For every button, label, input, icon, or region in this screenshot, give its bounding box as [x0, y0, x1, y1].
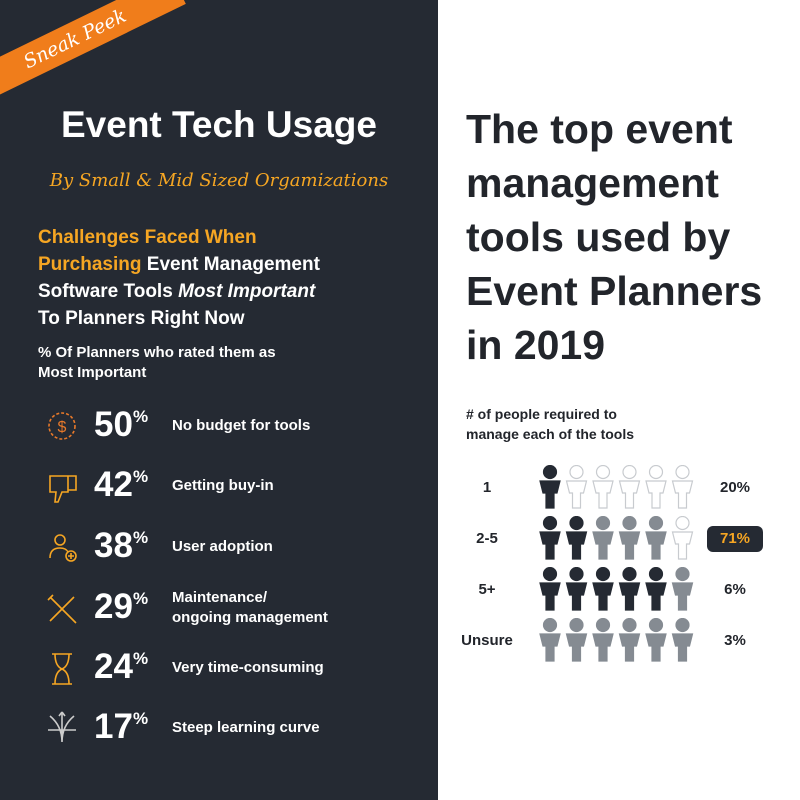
- person-icon: [592, 567, 614, 611]
- icon-hourglass: [52, 653, 72, 685]
- person-icon: [671, 465, 694, 509]
- icon-thumb-down: [49, 475, 77, 503]
- person-icon: [645, 618, 667, 662]
- person-icon: [671, 516, 694, 560]
- heading-highlight: Purchasing: [38, 254, 142, 275]
- icon-row: [539, 567, 694, 611]
- item-percent: 24%: [94, 647, 148, 687]
- note-line: Most Important: [38, 364, 147, 381]
- item-sup: %: [132, 407, 149, 426]
- person-icon: [671, 618, 694, 662]
- icon-row: [539, 465, 694, 509]
- row-label: Unsure: [461, 632, 513, 649]
- person-icon: [539, 567, 561, 611]
- item-value: 50: [94, 405, 133, 444]
- note: % Of Planners who rated them as Most Imp…: [38, 343, 276, 383]
- item-icons: $: [47, 412, 77, 743]
- item-label: Very time-consuming: [172, 658, 324, 678]
- row-label: 1: [482, 479, 492, 496]
- note-line: % Of Planners who rated them as: [38, 344, 276, 361]
- item-sup: %: [132, 709, 149, 728]
- person-icon: [618, 567, 641, 611]
- svg-text:$: $: [58, 419, 67, 436]
- person-icon: [565, 618, 588, 662]
- item-label-line: Steep learning curve: [172, 719, 320, 736]
- item-label-line: Getting buy-in: [172, 477, 274, 494]
- row-percent: 6%: [724, 581, 746, 598]
- person-icon: [645, 516, 667, 560]
- person-icon: [618, 516, 641, 560]
- subtitle-line: # of people required to: [466, 406, 617, 422]
- person-icon: [645, 567, 667, 611]
- item-label-line: ongoing management: [172, 609, 328, 626]
- heading-text: Event Management: [146, 254, 320, 275]
- person-icon: [618, 618, 641, 662]
- icon-row: [539, 516, 694, 560]
- icon-tools: [47, 594, 77, 624]
- item-value: 38: [94, 526, 133, 565]
- person-icon: [618, 465, 641, 509]
- subtitle-line: manage each of the tools: [466, 426, 635, 442]
- item-sup: %: [132, 467, 149, 486]
- item-value: 42: [94, 465, 133, 504]
- person-icon: [565, 567, 588, 611]
- item-label-line: User adoption: [172, 538, 273, 555]
- item-sup: %: [132, 589, 149, 608]
- person-icon: [645, 465, 667, 509]
- item-percent: 17%: [94, 707, 148, 747]
- person-icon: [671, 567, 694, 611]
- row-label: 5+: [478, 581, 496, 598]
- item-percent: 50%: [94, 405, 148, 445]
- heading-emphasis: Most Important: [178, 281, 316, 302]
- item-sup: %: [132, 649, 149, 668]
- person-icon: [592, 516, 614, 560]
- icon-dollar: $: [48, 412, 76, 440]
- row-label: 2-5: [476, 530, 498, 547]
- item-percent: 29%: [94, 587, 148, 627]
- person-icon: [539, 618, 561, 662]
- right-subtitle: # of people required to manage each of t…: [466, 404, 634, 444]
- item-percent: 42%: [94, 465, 148, 505]
- item-label-line: Maintenance/: [172, 589, 268, 606]
- item-label-line: No budget for tools: [172, 417, 311, 434]
- row-percent: 71%: [707, 526, 763, 552]
- item-label: User adoption: [172, 537, 273, 557]
- row-percent: 20%: [719, 479, 751, 496]
- item-value: 17: [94, 707, 133, 746]
- item-label-line: Very time-consuming: [172, 659, 324, 676]
- icon-arrows: [48, 711, 76, 743]
- right-title-line: tools used by: [466, 214, 731, 260]
- item-label: Steep learning curve: [172, 718, 320, 738]
- item-sup: %: [132, 528, 149, 547]
- person-icon: [565, 465, 588, 509]
- row-percent: 3%: [724, 632, 746, 649]
- person-icon: [539, 516, 561, 560]
- person-icon: [565, 516, 588, 560]
- person-icon: [539, 465, 561, 509]
- heading-highlight: Challenges Faced When: [38, 227, 257, 248]
- item-label: No budget for tools: [172, 416, 310, 436]
- heading-text: Software Tools: [38, 281, 173, 302]
- icon-user-plus: [49, 534, 77, 562]
- item-label: Maintenance/ongoing management: [172, 588, 328, 628]
- left-subtitle: By Small & Mid Sized Orgamizations: [49, 170, 389, 191]
- right-title-line: Event Planners: [466, 268, 763, 314]
- right-title-line: The top event: [466, 106, 733, 152]
- person-icon: [592, 618, 614, 662]
- item-label: Getting buy-in: [172, 476, 274, 496]
- left-panel: Sneak Peek Event Tech Usage By Small & M…: [0, 0, 438, 800]
- heading-text: To Planners Right Now: [38, 308, 245, 329]
- item-value: 24: [94, 647, 133, 686]
- item-percent: 38%: [94, 526, 148, 566]
- person-icon: [592, 465, 614, 509]
- right-title-line: in 2019: [466, 322, 606, 368]
- heading: Challenges Faced When Purchasing Event M…: [38, 224, 320, 332]
- item-value: 29: [94, 587, 133, 626]
- right-title: The top event management tools used by E…: [466, 102, 762, 372]
- icon-row: [539, 618, 694, 662]
- right-title-line: management: [466, 160, 719, 206]
- left-title: Event Tech Usage: [61, 104, 377, 145]
